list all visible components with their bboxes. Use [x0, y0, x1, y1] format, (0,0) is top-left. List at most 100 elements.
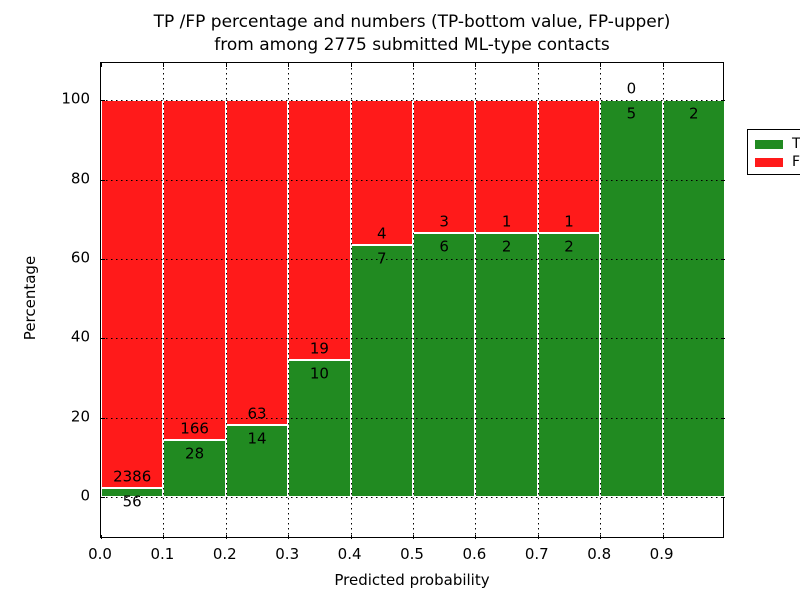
bar-segment-fp [225, 100, 289, 425]
x-tick-label: 0.9 [649, 545, 674, 563]
tp-count-label: 2 [501, 237, 512, 256]
x-tick-mark [350, 63, 352, 67]
x-tick-label: 0.0 [88, 545, 112, 563]
x-tick-mark [600, 63, 602, 67]
bar-segment-tp [475, 232, 538, 497]
x-tick-mark [662, 63, 664, 67]
x-tick-mark [600, 535, 602, 539]
bar-segment-fp [537, 100, 601, 233]
y-tick-label: 0 [80, 486, 90, 505]
y-tick-mark [101, 100, 105, 102]
bar-segment-fp [101, 100, 164, 488]
x-tick-mark [101, 535, 102, 539]
y-tick-mark [101, 179, 105, 181]
tp-count-label: 6 [439, 237, 449, 256]
x-tick-mark [475, 63, 477, 67]
chart-title-line1: TP /FP percentage and numbers (TP-bottom… [153, 12, 671, 32]
gridline-vertical [350, 63, 352, 539]
tp-count-label: 7 [377, 249, 387, 268]
y-tick-mark [721, 258, 725, 260]
bar-segment-tp [350, 244, 413, 497]
x-tick-mark [163, 535, 165, 539]
fp-count-label: 0 [626, 79, 637, 98]
gridline-vertical [225, 63, 227, 539]
x-tick-mark [475, 535, 477, 539]
x-tick-label: 0.2 [212, 545, 237, 563]
x-tick-mark [225, 63, 227, 67]
gridline-vertical [163, 63, 165, 539]
x-tick-mark [225, 535, 227, 539]
y-tick-mark [101, 258, 105, 260]
gridline-horizontal [101, 100, 725, 102]
fp-count-label: 4 [377, 224, 387, 243]
gridline-horizontal [101, 338, 725, 340]
gridline-horizontal [101, 258, 725, 260]
y-tick-mark [721, 338, 725, 340]
legend-label-tp: TP [792, 136, 800, 152]
x-tick-label: 0.4 [337, 545, 362, 563]
y-tick-mark [101, 497, 105, 498]
x-tick-mark [163, 63, 165, 67]
chart-title-line2: from among 2775 submitted ML-type contac… [214, 35, 610, 55]
x-tick-label: 0.6 [462, 545, 487, 563]
bar-segment-tp [600, 100, 663, 497]
fp-count-label: 2386 [113, 467, 152, 486]
gridline-vertical [662, 63, 664, 539]
bar-segment-tp [662, 100, 725, 497]
bar-segment-tp [288, 360, 351, 497]
y-tick-mark [721, 417, 725, 419]
x-tick-label: 0.5 [400, 545, 424, 563]
bar-segment-tp [101, 487, 164, 497]
bar-segment-tp [163, 439, 226, 497]
fp-count-label: 19 [309, 339, 329, 358]
x-tick-mark [662, 535, 664, 539]
tp-count-label: 2 [689, 104, 699, 123]
x-axis-label: Predicted probability [334, 571, 490, 589]
gridline-vertical [600, 63, 602, 539]
legend-row-fp: FP [755, 153, 800, 171]
fp-count-label: 166 [180, 419, 209, 438]
y-tick-mark [721, 100, 725, 102]
x-tick-mark [101, 63, 102, 67]
x-tick-label: 0.8 [587, 545, 612, 563]
y-tick-mark [101, 417, 105, 419]
x-tick-label: 0.7 [524, 545, 549, 563]
tp-count-label: 5 [626, 104, 637, 123]
gridline-vertical [413, 63, 414, 539]
plot-inner: 2386 56 166 28 63 14 19 10 4 7 3 6 1 2 1 2 0 5 2 [101, 63, 725, 539]
bar-segment-fp [413, 100, 476, 233]
x-tick-mark [537, 63, 539, 67]
tp-count-label: 14 [247, 429, 267, 448]
chart-title: TP /FP percentage and numbers (TP-bottom… [100, 11, 724, 57]
y-tick-mark [721, 179, 725, 181]
y-tick-label: 20 [70, 407, 90, 426]
x-tick-label: 0.1 [150, 545, 175, 563]
y-tick-label: 80 [70, 169, 90, 188]
tp-count-label: 56 [122, 492, 142, 511]
fp-count-label: 1 [501, 212, 512, 231]
x-tick-mark [350, 535, 352, 539]
x-tick-mark [413, 535, 414, 539]
plot-area: 2386 56 166 28 63 14 19 10 4 7 3 6 1 2 1 2 0 5 2 TP FP [100, 62, 800, 539]
fp-count-label: 3 [439, 212, 449, 231]
y-tick-label: 60 [70, 248, 90, 267]
legend-swatch-fp [755, 157, 783, 167]
legend: TP FP [747, 129, 800, 175]
gridline-vertical [537, 63, 539, 539]
fp-count-label: 63 [247, 404, 267, 423]
bar-segment-fp [288, 100, 351, 361]
bar-segment-fp [163, 100, 226, 440]
x-tick-mark [288, 63, 290, 67]
gridline-vertical [288, 63, 290, 539]
y-tick-mark [101, 338, 105, 340]
gridline-horizontal [101, 417, 725, 419]
y-tick-label: 40 [70, 327, 90, 346]
x-tick-label: 0.3 [275, 545, 300, 563]
x-tick-mark [288, 535, 290, 539]
y-tick-mark [721, 497, 725, 498]
x-tick-mark [537, 535, 539, 539]
tp-count-label: 28 [185, 444, 205, 463]
legend-row-tp: TP [755, 135, 800, 153]
bar-segment-tp [537, 232, 601, 497]
